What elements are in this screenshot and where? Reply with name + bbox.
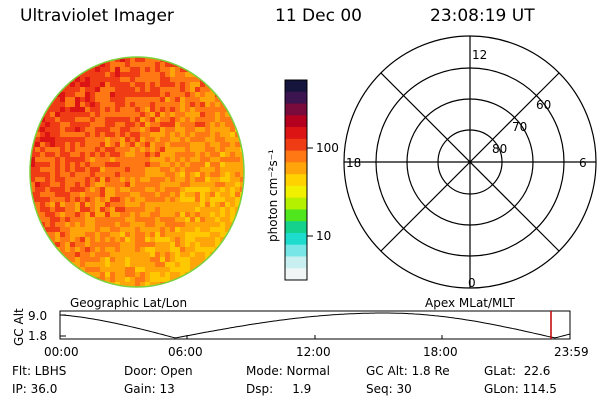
- filter-info: Flt: LBHS: [12, 364, 67, 378]
- ip-info: IP: 36.0: [12, 382, 58, 396]
- colorbar-segment: [285, 80, 307, 93]
- mlt-label-6: 6: [579, 156, 587, 170]
- colorbar-segment: [285, 115, 307, 128]
- altitude-curve: [59, 312, 571, 339]
- colorbar-segment: [285, 91, 307, 105]
- colorbar-segment: [285, 150, 307, 163]
- colorbar-segment: [285, 162, 307, 175]
- geographic-label: Geographic Lat/Lon: [70, 296, 188, 310]
- colorbar-segment: [285, 138, 307, 152]
- colorbar-label-100: 100: [316, 141, 339, 155]
- colorbar-frame: [284, 79, 308, 281]
- disk-limb: [29, 56, 245, 288]
- colorbar-segment: [285, 185, 307, 199]
- glon-info: GLon: 114.5: [484, 382, 557, 396]
- altitude-plot: [59, 310, 571, 340]
- time-label: 23:08:19 UT: [430, 6, 535, 26]
- date-label: 11 Dec 00: [275, 6, 362, 26]
- polar-diagonal-2: [380, 72, 560, 252]
- polar-plot: [343, 35, 597, 289]
- x-tick-label-0600: 06:00: [168, 345, 203, 359]
- dsp-info: Dsp: 1.9: [246, 382, 312, 396]
- x-tick-label-0000: 00:00: [44, 345, 79, 359]
- colorbar-segment: [285, 209, 307, 222]
- colorbar-segment: [285, 103, 307, 116]
- colorbar-segment: [285, 256, 307, 269]
- door-info: Door: Open: [124, 364, 193, 378]
- colorbar-segment: [285, 127, 307, 140]
- colorbar-segment: [285, 268, 307, 281]
- y-tick-label-9: 9.0: [28, 309, 48, 323]
- polar-label-70: 70: [512, 120, 528, 134]
- mlt-label-12: 12: [472, 48, 488, 62]
- colorbar-segment: [285, 232, 307, 246]
- polar-label-80: 80: [492, 142, 508, 156]
- x-tick-label-1200: 12:00: [296, 345, 331, 359]
- x-tick-label-1800: 18:00: [423, 345, 458, 359]
- colorbar-segment: [285, 197, 307, 210]
- colorbar-segment: [285, 221, 307, 234]
- y-tick-label-1-8: 1.8: [28, 329, 48, 343]
- mlt-label-0: 0: [468, 276, 476, 290]
- seq-info: Seq: 30: [366, 382, 412, 396]
- gc-alt-info: GC Alt: 1.8 Re: [366, 364, 450, 378]
- instrument-title: Ultraviolet Imager: [20, 6, 174, 26]
- uv-disk-image: [30, 57, 244, 287]
- mlt-label-18: 18: [346, 156, 362, 170]
- colorbar-segment: [285, 244, 307, 257]
- colorbar-label-10: 10: [316, 229, 332, 243]
- glat-info: GLat: 22.6: [484, 364, 551, 378]
- mode-info: Mode: Normal: [246, 364, 330, 378]
- x-tick-label-2359: 23:59: [554, 345, 589, 359]
- gc-alt-axis-title: GC Alt: [12, 308, 26, 346]
- colorbar-unit-label: photon cm⁻²s⁻¹: [266, 149, 280, 242]
- polar-label-60: 60: [536, 98, 552, 112]
- colorbar-segment: [285, 174, 307, 187]
- apex-label: Apex MLat/MLT: [425, 296, 515, 310]
- gain-info: Gain: 13: [124, 382, 175, 396]
- colorbar: [285, 80, 307, 281]
